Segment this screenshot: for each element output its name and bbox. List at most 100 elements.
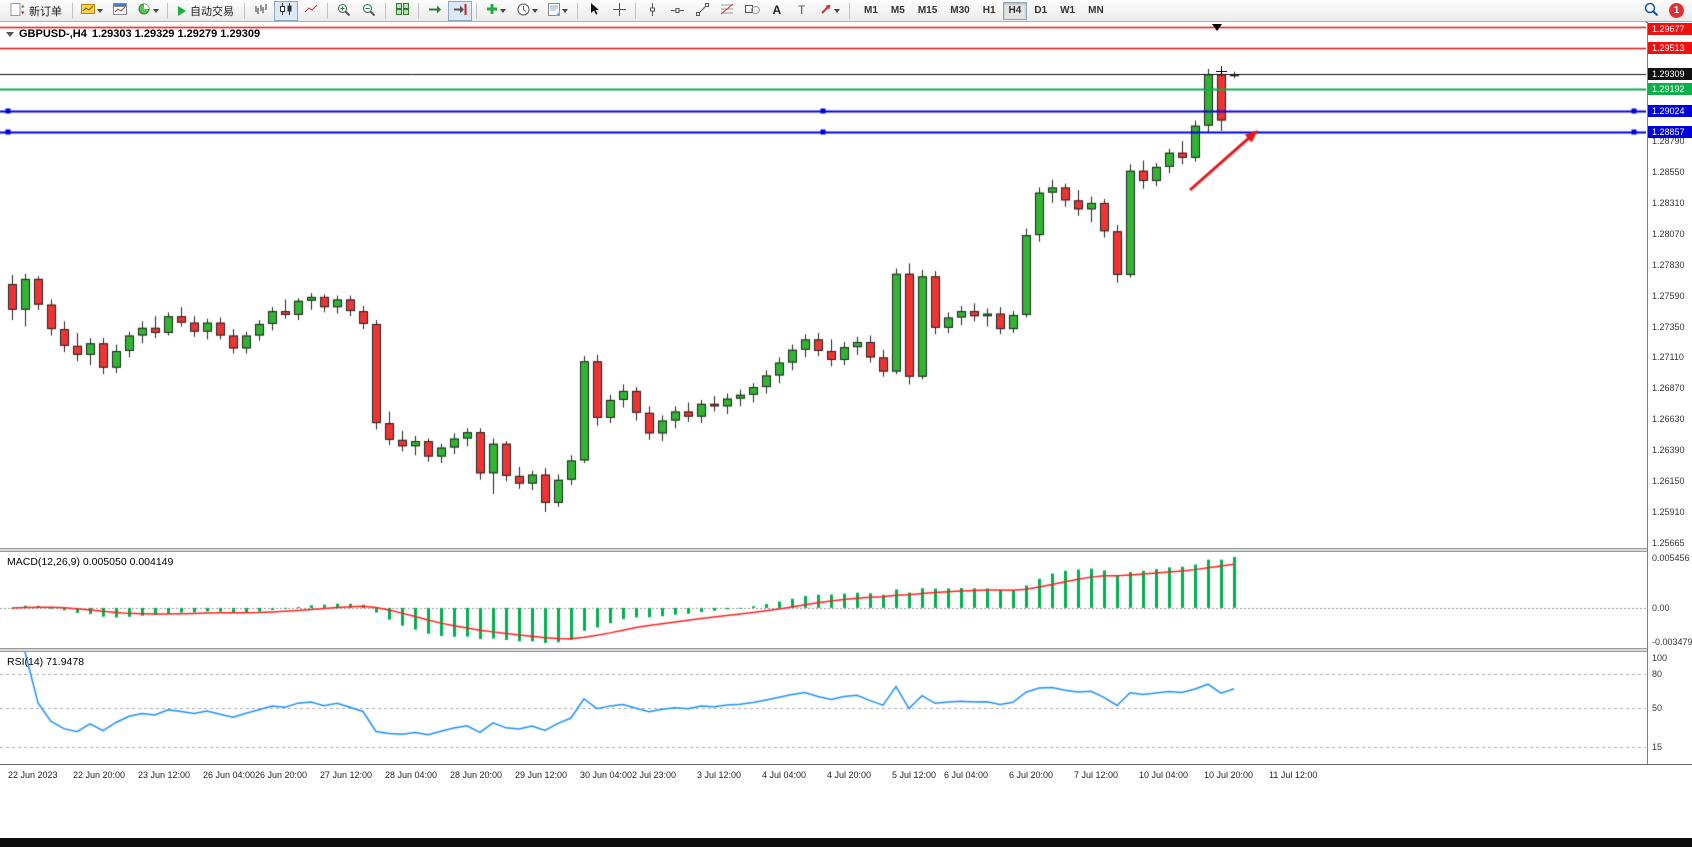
price-chart-canvas[interactable]	[0, 22, 1646, 548]
price-scale-label: 1.27350	[1652, 321, 1685, 332]
toolbar-separator	[385, 2, 386, 19]
zoom-in-icon	[337, 3, 351, 19]
timeframe-group: M1 M5 M15 M30 H1 H4 D1 W1 MN	[858, 1, 1110, 20]
time-scale-label: 28 Jun 20:00	[450, 770, 503, 780]
timeframe-button-m30[interactable]: M30	[944, 2, 975, 20]
price-scale-label: 1.26630	[1652, 414, 1685, 425]
vertical-line-icon	[648, 2, 657, 19]
bars-chart-button[interactable]	[249, 1, 273, 21]
rsi-scale-label: 100	[1652, 653, 1668, 663]
price-tag: 1.29024	[1648, 104, 1692, 117]
charts-menu-button[interactable]	[77, 1, 107, 21]
auto-trading-icon	[178, 5, 186, 16]
timeframe-button-h1[interactable]: H1	[977, 2, 1002, 20]
text-button[interactable]: A	[765, 1, 789, 21]
price-tag: 1.28857	[1648, 126, 1692, 139]
price-scale-label: 1.28550	[1652, 167, 1685, 177]
svg-text:A: A	[773, 3, 782, 16]
shapes-button[interactable]	[740, 1, 764, 21]
indicators-button[interactable]	[481, 1, 511, 21]
price-scale-label: 1.27110	[1652, 352, 1684, 363]
tile-windows-icon	[395, 3, 409, 18]
rsi-scale-label: 15	[1652, 742, 1663, 753]
toolbar-separator	[849, 2, 850, 19]
toolbar-separator	[72, 2, 73, 19]
horizontal-line-button[interactable]	[665, 1, 689, 21]
chevron-down-icon	[531, 8, 538, 13]
search-button[interactable]	[1639, 1, 1663, 21]
timeframe-button-m1[interactable]: M1	[858, 2, 884, 20]
new-order-button[interactable]: 新订单	[4, 1, 68, 21]
new-order-icon	[10, 2, 25, 19]
tile-windows-button[interactable]	[390, 1, 414, 21]
zoom-out-button[interactable]	[357, 1, 381, 21]
fibonacci-button[interactable]	[715, 1, 739, 21]
trendline-button[interactable]	[690, 1, 714, 21]
price-tag: 1.29677	[1648, 23, 1692, 35]
rsi-indicator-label: RSI(14) 71.9478	[7, 656, 85, 668]
candles-chart-icon	[279, 3, 293, 18]
price-scale[interactable]: 1.28790 1.28550 1.28310 1.28070 1.27830 1.275…	[1647, 22, 1692, 764]
trendline-icon	[695, 2, 709, 19]
candles-chart-button[interactable]	[274, 0, 298, 21]
cursor-button[interactable]	[582, 1, 606, 21]
text-icon: A	[771, 3, 783, 19]
charts-menu-icon	[81, 3, 95, 18]
price-scale-label: 1.28310	[1652, 197, 1685, 208]
label-button[interactable]: T	[790, 1, 814, 21]
notification-badge[interactable]: 1	[1669, 3, 1684, 18]
periods-button[interactable]	[512, 1, 542, 21]
auto-trading-label: 自动交易	[190, 5, 234, 18]
price-scale-label: 1.26150	[1652, 476, 1685, 487]
chevron-down-icon	[152, 8, 159, 13]
auto-scroll-button[interactable]	[423, 1, 447, 21]
price-tag: 1.29192	[1648, 83, 1692, 96]
line-chart-button[interactable]	[299, 1, 323, 21]
chevron-down-icon	[562, 8, 568, 13]
new-chart-icon	[113, 3, 127, 18]
horizontal-line-icon	[670, 3, 684, 18]
time-scale-label: 6 Jul 20:00	[1009, 770, 1054, 780]
timeframe-button-w1[interactable]: W1	[1054, 2, 1081, 20]
new-chart-button[interactable]	[108, 1, 132, 21]
panel-divider[interactable]	[0, 548, 1692, 552]
timeframe-button-mn[interactable]: MN	[1082, 2, 1110, 20]
time-scale-label: 10 Jul 20:00	[1204, 770, 1254, 780]
timeframe-button-m5[interactable]: M5	[885, 2, 911, 20]
time-scale[interactable]: 22 Jun 2023 22 Jun 20:00 23 Jun 12:00 26 Ju…	[0, 764, 1692, 785]
time-scale-label: 4 Jul 04:00	[762, 770, 807, 780]
timeframe-button-m15[interactable]: M15	[912, 2, 943, 20]
chart-shift-marker[interactable]	[1212, 24, 1222, 31]
zoom-out-icon	[362, 3, 376, 19]
macd-scale-label: 0.005456	[1652, 553, 1690, 563]
price-scale-label: 1.26390	[1652, 445, 1685, 456]
rsi-panel-canvas[interactable]	[0, 652, 1646, 764]
profiles-button[interactable]	[133, 1, 163, 21]
price-scale-label: 1.27830	[1652, 259, 1685, 270]
templates-button[interactable]	[543, 1, 573, 21]
toolbar-separator	[167, 2, 168, 19]
line-chart-icon	[304, 3, 318, 18]
rsi-scale-label: 80	[1652, 669, 1663, 680]
time-scale-label: 30 Jun 04:00	[580, 770, 633, 780]
symbol-title: GBPUSD-,H4	[19, 28, 87, 40]
vertical-line-button[interactable]	[640, 1, 664, 21]
macd-indicator-label: MACD(12,26,9) 0.005050 0.004149	[7, 556, 174, 568]
chart-shift-button[interactable]	[448, 0, 472, 21]
timeframe-button-d1[interactable]: D1	[1028, 2, 1053, 20]
crosshair-button[interactable]	[607, 1, 631, 21]
symbol-collapse-icon[interactable]	[6, 31, 14, 37]
arrows-button[interactable]	[815, 1, 845, 21]
rsi-scale-label: 50	[1652, 703, 1663, 713]
shapes-icon	[744, 3, 760, 18]
macd-panel-canvas[interactable]	[0, 552, 1646, 648]
toolbar-separator	[577, 2, 578, 19]
time-scale-label: 28 Jun 04:00	[385, 770, 438, 780]
time-scale-label: 26 Jun 20:00	[255, 770, 308, 780]
panel-divider[interactable]	[0, 648, 1692, 652]
time-scale-label: 7 Jul 12:00	[1074, 770, 1119, 780]
zoom-in-button[interactable]	[332, 1, 356, 21]
timeframe-button-h4[interactable]: H4	[1002, 1, 1028, 20]
auto-trading-button[interactable]: 自动交易	[172, 1, 240, 21]
